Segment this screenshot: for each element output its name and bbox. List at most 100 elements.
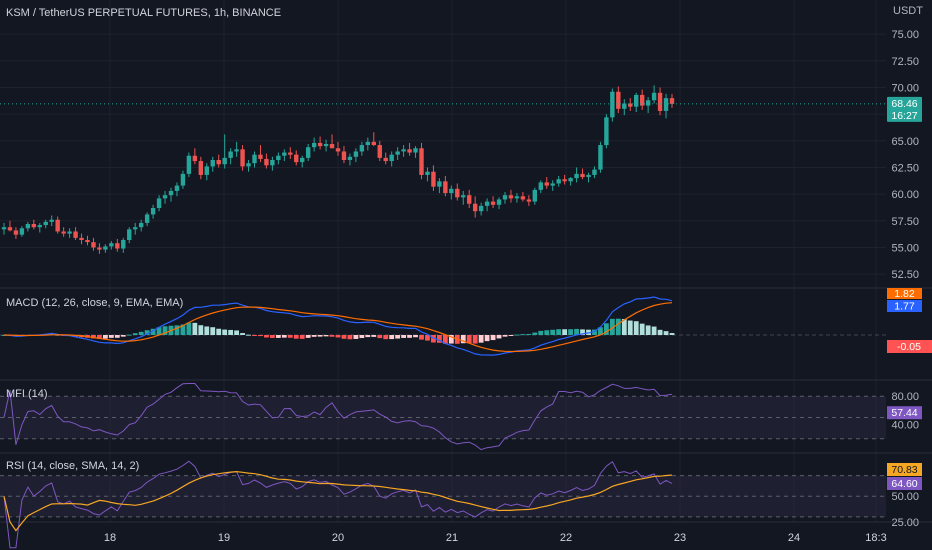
candle[interactable]	[67, 228, 72, 238]
candle[interactable]	[240, 145, 245, 171]
candle[interactable]	[222, 134, 227, 169]
candle[interactable]	[383, 152, 388, 165]
candle[interactable]	[365, 137, 371, 151]
mfi-pane[interactable]	[0, 383, 886, 451]
candle[interactable]	[186, 152, 192, 178]
candle[interactable]	[37, 222, 42, 233]
candle[interactable]	[1, 222, 7, 235]
candle[interactable]	[490, 196, 496, 208]
candle[interactable]	[610, 88, 615, 122]
candle[interactable]	[73, 227, 78, 240]
candle[interactable]	[628, 98, 633, 111]
candle[interactable]	[425, 167, 430, 182]
candle[interactable]	[669, 93, 675, 108]
candle[interactable]	[156, 195, 162, 212]
candle[interactable]	[49, 215, 54, 227]
candle[interactable]	[121, 237, 126, 253]
candle[interactable]	[657, 87, 663, 116]
candle[interactable]	[532, 187, 538, 205]
candle[interactable]	[514, 193, 520, 203]
candle[interactable]	[264, 153, 269, 169]
candle[interactable]	[97, 243, 102, 254]
candle[interactable]	[526, 195, 532, 206]
candle[interactable]	[85, 235, 90, 246]
candle[interactable]	[359, 141, 365, 156]
candle[interactable]	[192, 148, 198, 165]
candle[interactable]	[79, 233, 84, 245]
candle[interactable]	[520, 192, 526, 202]
candle[interactable]	[138, 219, 144, 232]
candle[interactable]	[544, 177, 549, 189]
candle[interactable]	[645, 97, 651, 114]
candle[interactable]	[502, 192, 508, 204]
candle[interactable]	[282, 149, 287, 162]
candle[interactable]	[115, 238, 120, 252]
candle[interactable]	[634, 92, 639, 112]
candle[interactable]	[401, 145, 406, 157]
candle[interactable]	[311, 137, 317, 152]
candle[interactable]	[604, 114, 609, 149]
candle[interactable]	[294, 150, 299, 166]
candle[interactable]	[389, 151, 394, 167]
candle[interactable]	[168, 187, 174, 202]
candle[interactable]	[508, 189, 514, 203]
candle[interactable]	[144, 212, 150, 227]
candle[interactable]	[228, 148, 233, 165]
candle[interactable]	[198, 156, 204, 180]
candle[interactable]	[353, 148, 359, 163]
macd-pane[interactable]	[0, 296, 886, 356]
candle[interactable]	[13, 227, 19, 239]
candle[interactable]	[478, 202, 484, 216]
candle[interactable]	[335, 141, 341, 156]
candle[interactable]	[622, 99, 627, 116]
candle[interactable]	[413, 146, 418, 158]
candle[interactable]	[651, 85, 657, 104]
candle[interactable]	[329, 134, 335, 149]
price-pane[interactable]	[0, 85, 886, 254]
candle[interactable]	[19, 226, 25, 237]
candle[interactable]	[538, 180, 543, 194]
candle[interactable]	[55, 216, 60, 234]
candle[interactable]	[180, 170, 186, 189]
candle[interactable]	[663, 93, 669, 119]
candle[interactable]	[580, 168, 585, 180]
candle[interactable]	[103, 244, 108, 253]
candle[interactable]	[395, 147, 400, 160]
candle[interactable]	[437, 178, 442, 194]
candle[interactable]	[449, 185, 454, 200]
candle[interactable]	[150, 204, 156, 219]
candle[interactable]	[210, 156, 215, 172]
candle[interactable]	[461, 190, 466, 205]
candle[interactable]	[25, 221, 31, 232]
candle[interactable]	[31, 219, 37, 230]
candle[interactable]	[174, 182, 180, 197]
candle[interactable]	[162, 190, 168, 204]
candle[interactable]	[305, 144, 311, 162]
price-axis[interactable]: 75.0072.5070.0067.5065.0062.5060.0057.50…	[887, 29, 932, 529]
candle[interactable]	[288, 147, 293, 159]
candle[interactable]	[484, 198, 490, 212]
candle[interactable]	[347, 153, 353, 166]
candle[interactable]	[276, 152, 281, 165]
candle[interactable]	[472, 196, 478, 218]
candle[interactable]	[455, 183, 460, 201]
candle[interactable]	[556, 176, 561, 187]
candle[interactable]	[204, 163, 209, 181]
candle[interactable]	[252, 151, 257, 168]
candle[interactable]	[61, 227, 66, 237]
candle[interactable]	[109, 241, 114, 250]
candle[interactable]	[419, 142, 424, 180]
candle[interactable]	[341, 146, 347, 164]
time-axis[interactable]: 18 19 20 21 22 23 24 18:3	[104, 532, 887, 544]
candle[interactable]	[270, 156, 275, 171]
candle[interactable]	[300, 155, 305, 168]
candle[interactable]	[234, 141, 239, 157]
candle[interactable]	[317, 136, 323, 150]
rsi-pane[interactable]	[0, 460, 886, 549]
candle[interactable]	[407, 142, 412, 156]
candle[interactable]	[467, 189, 472, 208]
candle[interactable]	[216, 154, 221, 168]
candle[interactable]	[431, 165, 436, 191]
candle[interactable]	[496, 197, 502, 210]
